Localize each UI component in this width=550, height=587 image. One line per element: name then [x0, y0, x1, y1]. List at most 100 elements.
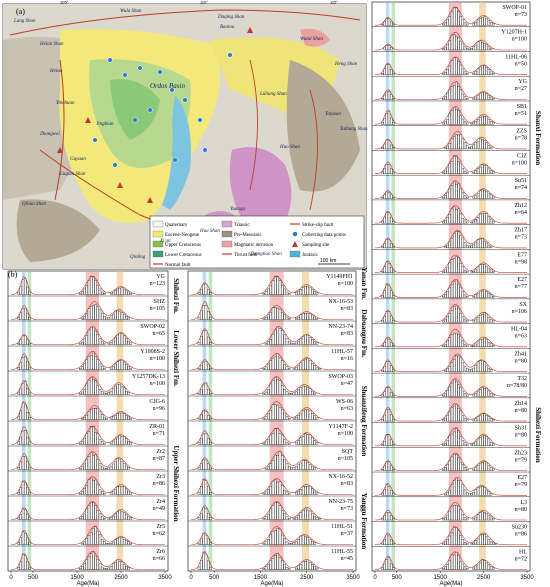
histogram-bar: [204, 283, 208, 295]
histogram-bar: [452, 379, 456, 397]
histogram-bar: [269, 534, 272, 545]
histogram-bar: [200, 485, 203, 495]
kde-curve: [191, 451, 353, 470]
histogram-bar: [457, 505, 460, 521]
histogram-bar: [202, 284, 205, 295]
sample-count: n=65: [153, 331, 165, 337]
histogram-bar: [114, 461, 117, 470]
histogram-bar: [459, 509, 462, 521]
histogram-bar: [109, 417, 113, 420]
x-axis-label: Age(Ma): [76, 581, 99, 587]
panel-a-label: (a): [16, 7, 25, 16]
histogram-bar: [472, 492, 475, 496]
histogram-bar: [26, 461, 29, 470]
histogram-bar: [17, 317, 20, 320]
histogram-bar: [479, 166, 482, 174]
kde-curve: [191, 276, 353, 295]
histogram-bar: [489, 541, 493, 545]
histogram-bar: [463, 517, 467, 521]
histogram-bar: [285, 316, 289, 320]
histogram-bar: [461, 291, 465, 298]
histogram-bar: [442, 23, 445, 26]
histogram-bar: [452, 136, 456, 150]
map-place-label: Helan Shan: [39, 42, 64, 47]
histogram-bar: [455, 81, 458, 100]
histogram-bar: [90, 502, 93, 520]
histogram-bar: [392, 418, 395, 422]
sample-count: n=72: [515, 556, 527, 562]
histogram-bar: [387, 311, 391, 323]
legend-label: Upper Cretaceous: [165, 243, 201, 248]
histogram-bar: [311, 339, 314, 345]
histogram-bar: [204, 382, 208, 395]
histogram-bar: [383, 489, 386, 496]
histogram-bar: [288, 293, 291, 295]
histogram-bar: [283, 288, 286, 295]
histogram-bar: [450, 138, 454, 150]
histogram-bar: [103, 293, 106, 295]
histogram-bar: [392, 444, 395, 446]
histogram-bar: [311, 391, 314, 395]
histogram-bar: [461, 43, 465, 51]
histogram-bar: [283, 364, 286, 370]
histogram-bar: [271, 460, 275, 470]
histogram-bar: [385, 534, 389, 545]
histogram-bar: [463, 46, 467, 51]
histogram-bar: [385, 239, 389, 249]
histogram-bar: [288, 341, 291, 345]
histogram-bar: [315, 492, 319, 495]
histogram-bar: [489, 170, 493, 174]
histogram-bar: [461, 68, 465, 75]
sampling-site-marker: [85, 117, 91, 123]
histogram-bar: [470, 543, 473, 545]
histogram-bar: [487, 244, 491, 249]
sample-count: n=37: [341, 531, 353, 537]
histogram-bar: [269, 311, 272, 320]
histogram-bar: [450, 334, 454, 348]
histogram-bar: [381, 345, 384, 348]
sample-count: n=64: [515, 210, 527, 216]
histogram-bar: [311, 437, 314, 445]
histogram-bar: [83, 563, 86, 570]
histogram-bar: [381, 567, 384, 570]
histogram-bar: [485, 93, 488, 100]
histogram-bar: [87, 380, 91, 395]
histogram-bar: [278, 528, 282, 545]
histogram-bar: [278, 280, 282, 295]
histogram-bar: [390, 515, 393, 521]
histogram-bar: [483, 16, 486, 26]
histogram-bar: [262, 568, 266, 570]
histogram-bar: [308, 539, 312, 545]
histogram-bar: [87, 479, 91, 495]
data-point-marker: [122, 72, 128, 78]
histogram-bar: [461, 563, 465, 570]
histogram-bar: [17, 517, 20, 520]
histogram-bar: [79, 468, 82, 470]
histogram-bar: [125, 488, 128, 495]
sample-count: n=80: [515, 358, 527, 364]
histogram-bar: [98, 563, 102, 570]
histogram-bar: [301, 534, 305, 545]
histogram-bar: [479, 40, 482, 51]
histogram-bar: [479, 512, 482, 521]
sample-name: NX-16-52: [328, 474, 353, 480]
histogram-bar: [485, 436, 488, 446]
histogram-bar: [313, 440, 316, 445]
kde-curve: [11, 526, 165, 545]
histogram-bar: [202, 361, 205, 370]
x-tick-label: 2500: [114, 575, 128, 581]
histogram-bar: [304, 358, 307, 370]
kde-curve: [191, 376, 353, 395]
histogram-bar: [103, 417, 106, 420]
histogram-bar: [461, 168, 465, 174]
sample-name: Zr6: [156, 549, 165, 555]
kde-curve: [375, 130, 527, 150]
histogram-bar: [274, 555, 277, 570]
histogram-bar: [116, 511, 119, 520]
map-place-label: Daqing Shan: [217, 15, 245, 20]
histogram-bar: [306, 462, 310, 470]
histogram-bar: [24, 404, 27, 420]
histogram-bar: [448, 89, 452, 100]
histogram-bar: [313, 365, 316, 370]
histogram-bar: [457, 11, 460, 26]
